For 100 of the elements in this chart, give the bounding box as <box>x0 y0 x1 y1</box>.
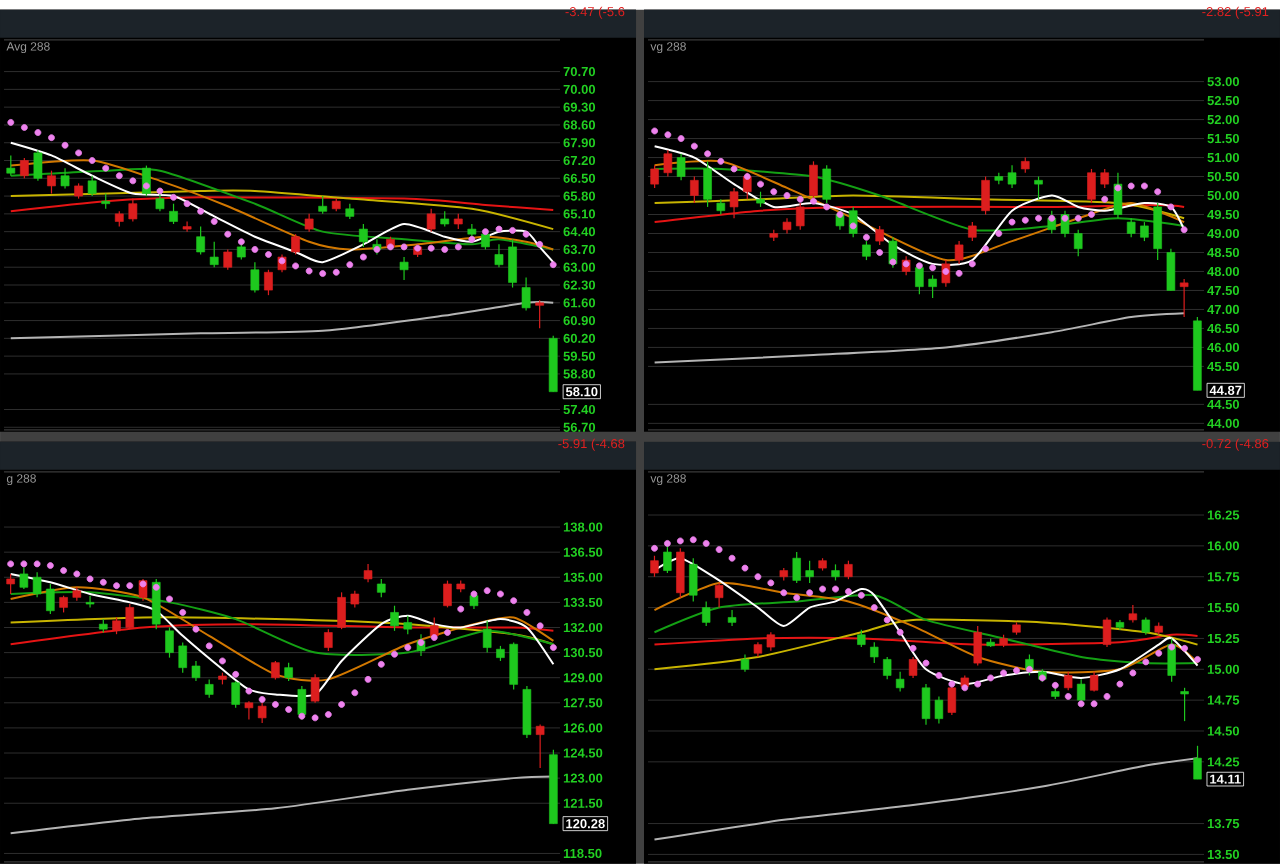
point <box>113 582 120 590</box>
point <box>34 129 42 137</box>
point <box>896 629 904 636</box>
candlestick <box>805 560 814 584</box>
point <box>170 194 177 201</box>
candlestick <box>509 642 518 691</box>
point <box>796 196 804 203</box>
point <box>152 584 160 591</box>
candlestick <box>947 683 957 716</box>
candlestick <box>223 248 233 271</box>
candlestick <box>1140 221 1149 242</box>
candlestick <box>689 557 698 603</box>
point <box>863 234 870 241</box>
candlestick <box>191 660 201 682</box>
point <box>783 192 791 200</box>
point <box>689 536 697 544</box>
point <box>338 701 345 709</box>
candlestick <box>209 241 219 268</box>
candlestick <box>792 551 801 584</box>
line-series <box>653 312 1186 364</box>
candlestick <box>178 642 187 674</box>
candlestick <box>1076 678 1086 705</box>
candlestick <box>87 175 97 197</box>
point <box>324 711 332 719</box>
point <box>1114 184 1122 192</box>
point <box>857 592 865 599</box>
candlestick <box>481 228 490 251</box>
line-series <box>9 586 555 682</box>
candlestick <box>264 269 273 296</box>
point <box>346 261 354 269</box>
point <box>664 540 671 547</box>
candlestick <box>522 685 532 739</box>
point <box>770 188 778 196</box>
line-series <box>9 189 555 231</box>
line-series <box>653 159 1186 262</box>
point <box>806 589 814 597</box>
candlestick <box>702 600 711 627</box>
point <box>20 560 28 568</box>
point <box>929 264 937 272</box>
point <box>982 245 989 253</box>
point <box>883 616 891 624</box>
candlestick <box>875 225 884 246</box>
point <box>845 588 852 596</box>
point <box>60 567 67 575</box>
candlestick <box>968 221 977 242</box>
point <box>351 689 359 697</box>
point <box>1061 215 1069 222</box>
candlestick <box>426 208 436 233</box>
point <box>523 609 531 616</box>
point <box>497 590 504 598</box>
candlestick <box>650 555 659 578</box>
candlestick <box>204 678 214 699</box>
candlestick <box>1034 176 1043 201</box>
point <box>179 609 187 616</box>
point <box>987 674 995 682</box>
candlestick <box>703 160 712 208</box>
point <box>1127 182 1135 190</box>
point <box>1194 656 1201 663</box>
candlestick <box>521 276 531 312</box>
point <box>1103 693 1111 700</box>
candlestick <box>231 680 240 709</box>
candlestick <box>1153 202 1162 261</box>
point <box>205 642 213 650</box>
point <box>1181 645 1188 652</box>
point <box>870 604 878 612</box>
point <box>1000 669 1007 677</box>
point <box>1090 700 1098 708</box>
point <box>245 687 253 695</box>
candlestick <box>822 164 831 204</box>
point <box>404 644 412 652</box>
point <box>311 714 319 722</box>
point <box>1116 680 1124 688</box>
candlestick <box>377 578 386 599</box>
candlestick <box>915 263 924 296</box>
candlestick <box>908 656 918 679</box>
point <box>7 119 15 126</box>
point <box>102 164 110 172</box>
candlestick <box>494 243 504 268</box>
point <box>651 545 658 552</box>
point <box>690 142 698 150</box>
point <box>166 595 173 603</box>
point <box>1129 669 1137 677</box>
point <box>126 582 134 590</box>
point <box>1088 211 1095 219</box>
point <box>974 680 982 688</box>
point <box>232 671 240 678</box>
point <box>197 208 205 215</box>
point <box>823 203 831 211</box>
point <box>1141 182 1148 190</box>
point <box>1077 700 1085 708</box>
candlestick <box>714 582 724 609</box>
point <box>728 554 736 562</box>
point <box>86 575 94 583</box>
candlestick <box>928 274 937 299</box>
candlestick <box>895 671 905 693</box>
point <box>400 243 408 251</box>
point <box>509 227 516 234</box>
point <box>1101 196 1109 203</box>
point <box>482 228 489 236</box>
point <box>717 158 725 165</box>
